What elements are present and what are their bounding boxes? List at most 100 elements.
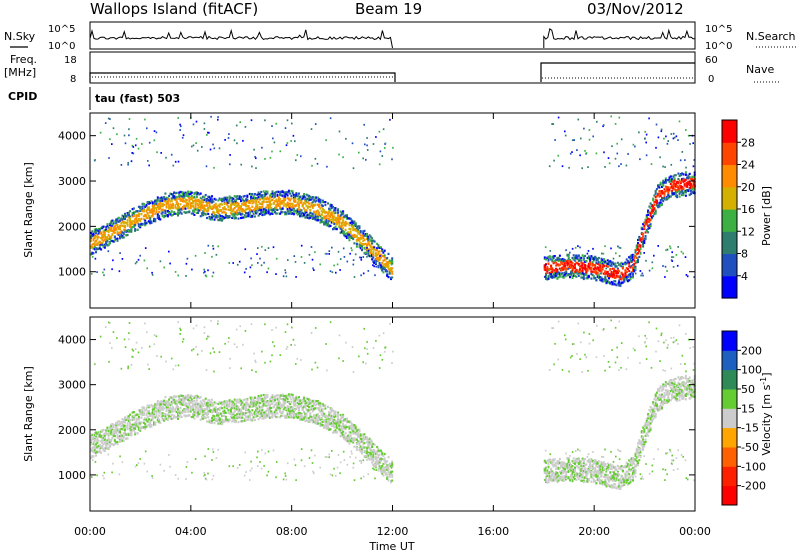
power-echo-cell xyxy=(381,155,384,157)
power-echo-cell xyxy=(258,212,261,216)
power-echo-cell xyxy=(243,194,246,198)
power-echo-cell xyxy=(584,273,587,276)
power-echo-cell xyxy=(287,259,289,261)
power-echo-cell xyxy=(222,211,225,214)
power-echo-cell xyxy=(219,209,222,212)
power-echo-cell xyxy=(166,215,169,218)
power-echo-cell xyxy=(280,211,283,214)
power-echo-cell xyxy=(284,196,287,199)
power-echo-cell xyxy=(100,227,103,230)
power-echo-cell xyxy=(567,262,570,265)
velocity-echo-cell xyxy=(263,396,266,399)
power-echo-cell xyxy=(208,199,211,202)
velocity-echo-cell xyxy=(252,402,255,405)
power-echo-cell xyxy=(234,200,237,203)
power-echo-cell xyxy=(147,160,149,162)
power-echo-cell xyxy=(285,205,288,208)
power-echo-cell xyxy=(324,203,327,207)
power-echo-cell xyxy=(269,205,271,208)
power-echo-cell xyxy=(263,210,266,213)
power-echo-cell xyxy=(618,255,621,257)
power-echo-cell xyxy=(202,214,205,217)
power-echo-cell xyxy=(183,196,186,199)
power-echo-cell xyxy=(311,206,314,209)
power-echo-cell xyxy=(181,136,184,139)
power-echo-cell xyxy=(621,273,624,276)
power-echo-cell xyxy=(640,238,643,241)
power-echo-cell xyxy=(132,211,135,214)
power-echo-cell xyxy=(637,238,639,242)
power-echo-cell xyxy=(383,259,386,262)
power-echo-cell xyxy=(340,212,343,215)
power-echo-cell xyxy=(677,139,679,141)
power-echo-cell xyxy=(599,276,602,279)
power-echo-cell xyxy=(552,276,555,279)
power-echo-cell xyxy=(638,250,641,253)
power-echo-cell xyxy=(184,191,187,194)
velocity-echo-cell xyxy=(111,433,114,436)
velocity-echo-cell xyxy=(245,411,247,415)
power-echo-cell xyxy=(218,215,221,218)
power-echo-cell xyxy=(144,222,147,225)
power-echo-cell xyxy=(684,178,687,181)
power-echo-cell xyxy=(93,228,96,231)
power-echo-cell xyxy=(204,274,207,277)
velocity-echo-cell xyxy=(170,410,173,413)
power-echo-cell xyxy=(684,194,687,197)
velocity-echo-cell xyxy=(134,414,137,417)
velocity-echo-cell xyxy=(248,405,251,408)
power-echo-cell xyxy=(618,165,620,168)
power-echo-cell xyxy=(148,207,150,210)
velocity-echo-cell xyxy=(154,421,157,424)
velocity-echo-cell xyxy=(156,408,159,411)
power-echo-cell xyxy=(119,252,121,254)
velocity-echo-cell xyxy=(106,443,109,446)
power-echo-cell xyxy=(290,140,292,142)
power-echo-cell xyxy=(569,251,571,254)
power-echo-cell xyxy=(348,217,351,220)
power-echo-cell xyxy=(315,210,318,213)
power-echo-cell xyxy=(332,228,334,231)
velocity-echo-cell xyxy=(257,412,260,415)
velocity-echo-cell xyxy=(237,406,240,409)
power-echo-cell xyxy=(217,199,220,202)
power-echo-cell xyxy=(359,244,362,247)
power-echo-cell xyxy=(581,270,584,273)
power-echo-cell xyxy=(281,191,284,194)
power-echo-cell xyxy=(211,218,213,221)
power-echo-cell xyxy=(623,279,626,282)
power-echo-cell xyxy=(373,265,375,268)
velocity-echo-cell xyxy=(261,400,264,403)
power-echo-cell xyxy=(358,151,360,154)
velocity-echo-cell xyxy=(161,408,164,411)
power-echo-cell xyxy=(647,211,650,214)
power-echo-cell xyxy=(673,174,676,177)
power-echo-cell xyxy=(548,268,551,271)
velocity-echo-cell xyxy=(185,406,188,409)
power-echo-cell xyxy=(192,144,195,147)
velocity-echo-cell xyxy=(112,443,115,447)
power-echo-cell xyxy=(338,215,341,218)
power-echo-cell xyxy=(636,257,639,260)
power-echo-cell xyxy=(637,252,639,255)
power-echo-cell xyxy=(233,202,236,205)
power-echo-cell xyxy=(655,203,658,206)
power-echo-cell xyxy=(142,222,145,225)
power-echo-cell xyxy=(267,210,270,213)
power-echo-cell xyxy=(97,247,100,251)
power-echo-cell xyxy=(648,224,651,227)
power-echo-cell xyxy=(567,268,570,270)
power-echo-cell xyxy=(367,252,370,255)
power-echo-cell xyxy=(166,201,169,204)
power-echo-cell xyxy=(189,203,192,206)
power-echo-cell xyxy=(275,191,278,194)
velocity-echo-cell xyxy=(224,401,227,404)
power-echo-cell xyxy=(556,276,559,279)
power-echo-cell xyxy=(248,209,251,212)
power-echo-cell xyxy=(149,219,152,222)
power-echo-cell xyxy=(555,272,558,275)
power-echo-cell xyxy=(216,211,218,214)
power-echo-cell xyxy=(692,191,695,195)
velocity-echo-cell xyxy=(192,413,195,416)
power-echo-cell xyxy=(316,162,319,165)
